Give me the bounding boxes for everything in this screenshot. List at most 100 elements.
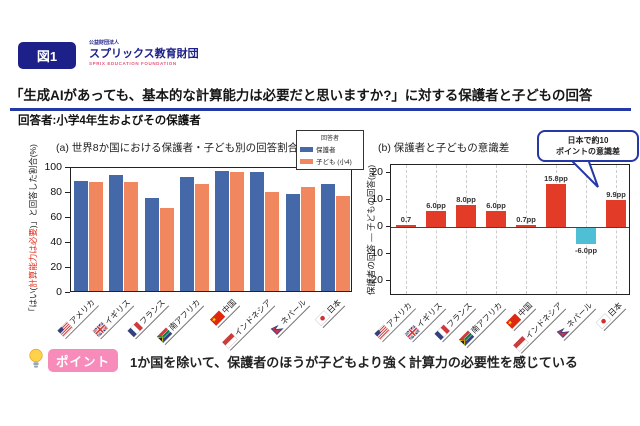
chart-b-country-label-6: ネパール — [555, 300, 597, 342]
chart-b-zero-line — [391, 227, 629, 228]
country-name: ネパール — [279, 297, 309, 327]
chart-a-y-tick-80: 80 — [50, 186, 62, 198]
lightbulb-icon — [29, 348, 43, 368]
legend-title: 回答者 — [320, 136, 339, 142]
chart-b-diff-bar-6 — [576, 228, 596, 245]
chart-b-y-tick--20: -20 — [367, 274, 383, 286]
chart-b-y-tickmark--20 — [386, 279, 391, 281]
legend-label-parent: 保護者 — [316, 147, 336, 154]
chart-b-value-label-1: 6.0pp — [426, 200, 446, 210]
chart-a-bar-child-5 — [265, 192, 280, 291]
annotation-line-2: ポイントの意識差 — [556, 147, 620, 157]
flag-south-africa-icon — [458, 330, 475, 346]
chart-a-bar-child-2 — [159, 207, 174, 291]
chart-b-y-tickmark-10 — [386, 198, 391, 200]
chart-b-y-tick-20: 20 — [371, 166, 383, 178]
country-name: ネパール — [565, 300, 595, 330]
chart-b-gridline-7 — [616, 165, 617, 294]
chart-a-country-label-0: アメリカ — [56, 297, 99, 340]
point-badge: ポイント — [48, 349, 118, 372]
country-name: 日本 — [325, 297, 344, 316]
flag-indonesia-icon — [513, 336, 529, 352]
chart-b-diff-bar-2 — [456, 205, 476, 227]
chart-a-bar-child-4 — [230, 171, 245, 291]
chart-b-gridline-3 — [496, 165, 497, 294]
chart-a-bar-parent-0 — [74, 181, 89, 291]
chart-a-y-tickmark-0 — [65, 291, 70, 293]
page-title: 「生成AIがあっても、基本的な計算能力は必要だと思いますか?」に対する保護者と子… — [10, 84, 631, 111]
flag-france-icon — [434, 324, 451, 341]
figure-label-badge: 図1 — [18, 42, 76, 69]
country-name: 南アフリカ — [167, 297, 203, 333]
chart-a-country-label-7: 日本 — [314, 297, 346, 329]
chart-b-diff-bar-0 — [396, 225, 416, 227]
chart-b-y-tickmark--10 — [386, 252, 391, 254]
chart-a-country-label-2: フランス — [127, 297, 170, 340]
flag-us-icon — [57, 321, 73, 338]
chart-a-y-tick-20: 20 — [50, 261, 62, 273]
chart-b-value-label-6: -6.0pp — [574, 246, 598, 256]
chart-a-y-tick-40: 40 — [50, 236, 62, 248]
chart-a-country-label-5: インドネシア — [221, 297, 276, 351]
org-name: スプリックス教育財団 — [89, 47, 199, 60]
legend-item-parent: 保護者 — [300, 144, 360, 154]
chart-a-bar-child-0 — [89, 181, 104, 291]
flag-uk-icon — [404, 324, 421, 341]
chart-b-gridline-2 — [466, 165, 467, 294]
chart-b-gridline-1 — [436, 165, 437, 294]
point-text: 1か国を除いて、保護者のほうが子どもより強く計算力の必要性を感じている — [130, 355, 578, 370]
chart-a-bar-child-6 — [300, 186, 315, 291]
legend-label-child: 子ども (小4) — [316, 159, 352, 166]
country-name: 南アフリカ — [469, 300, 505, 336]
child-color-swatch — [300, 158, 313, 164]
chart-a-title: (a) 世界8か国における保護者・子ども別の回答割合 — [56, 142, 299, 154]
flag-south-africa-icon — [157, 327, 173, 343]
country-name: アメリカ — [67, 297, 97, 327]
chart-a-bar-parent-6 — [285, 194, 300, 291]
flag-us-icon — [374, 324, 391, 341]
chart-a-bar-child-1 — [124, 182, 139, 291]
chart-b-gridline-4 — [526, 165, 527, 294]
chart-b-value-label-2: 8.0pp — [456, 195, 476, 205]
chart-b-country-label-5: インドネシア — [512, 300, 567, 354]
org-name-en: SPRIX EDUCATION FOUNDATION — [89, 60, 177, 66]
chart-a-bar-parent-5 — [250, 172, 265, 291]
country-name: イギリス — [102, 297, 132, 327]
chart-b-country-label-0: アメリカ — [374, 300, 417, 343]
chart-b-value-label-3: 6.0pp — [486, 200, 506, 210]
chart-b-diff-bar-4 — [516, 225, 536, 227]
chart-a-y-tickmark-40 — [65, 241, 70, 243]
chart-a-country-label-1: イギリス — [91, 297, 135, 340]
annotation-line-1: 日本で約10 — [567, 136, 609, 145]
chart-b-y-tick-10: 10 — [371, 193, 383, 205]
annotation-callout: 日本で約10 ポイントの意識差 — [537, 130, 639, 163]
chart-a-bar-parent-7 — [320, 184, 335, 291]
flag-indonesia-icon — [222, 333, 238, 349]
chart-b-country-label-7: 日本 — [595, 300, 627, 332]
flag-nepal-icon — [270, 322, 284, 336]
chart-b-y-tick-0: 0 — [377, 220, 383, 232]
chart-b-y-tickmark-0 — [386, 225, 391, 227]
chart-b-plot-area: 0.7 6.0pp 8.0pp 6.0pp 0.7pp 15.8pp -6.0pp 9.9pp — [390, 164, 630, 295]
chart-a-country-label-6: ネパール — [269, 297, 311, 339]
chart-a-bar-parent-2 — [144, 197, 159, 291]
chart-a-y-tick-100: 100 — [44, 161, 62, 173]
chart-a-bar-child-7 — [335, 196, 350, 291]
chart-b-diff-bar-7 — [606, 200, 626, 227]
chart-b-value-label-7: 9.9pp — [606, 190, 626, 200]
chart-a-y-tickmark-60 — [65, 216, 70, 218]
flag-uk-icon — [92, 321, 108, 338]
chart-b-diff-bar-5 — [546, 184, 566, 227]
respondent-label: 回答者:小学4年生およびその保護者 — [18, 115, 201, 127]
chart-b-y-tickmark-20 — [386, 171, 391, 173]
chart-b-y-tick--10: -10 — [367, 247, 383, 259]
org-type-label: 公益財団法人 — [89, 40, 120, 46]
chart-a-bar-parent-1 — [109, 174, 124, 291]
chart-a-bar-parent-4 — [215, 170, 230, 291]
chart-b-country-label-3: 南アフリカ — [458, 300, 507, 349]
chart-a-y-tickmark-80 — [65, 191, 70, 193]
chart-a-country-label-3: 南アフリカ — [156, 297, 205, 346]
chart-a-country-label-4: 中国 — [208, 297, 240, 329]
chart-a-bar-parent-3 — [179, 176, 194, 291]
